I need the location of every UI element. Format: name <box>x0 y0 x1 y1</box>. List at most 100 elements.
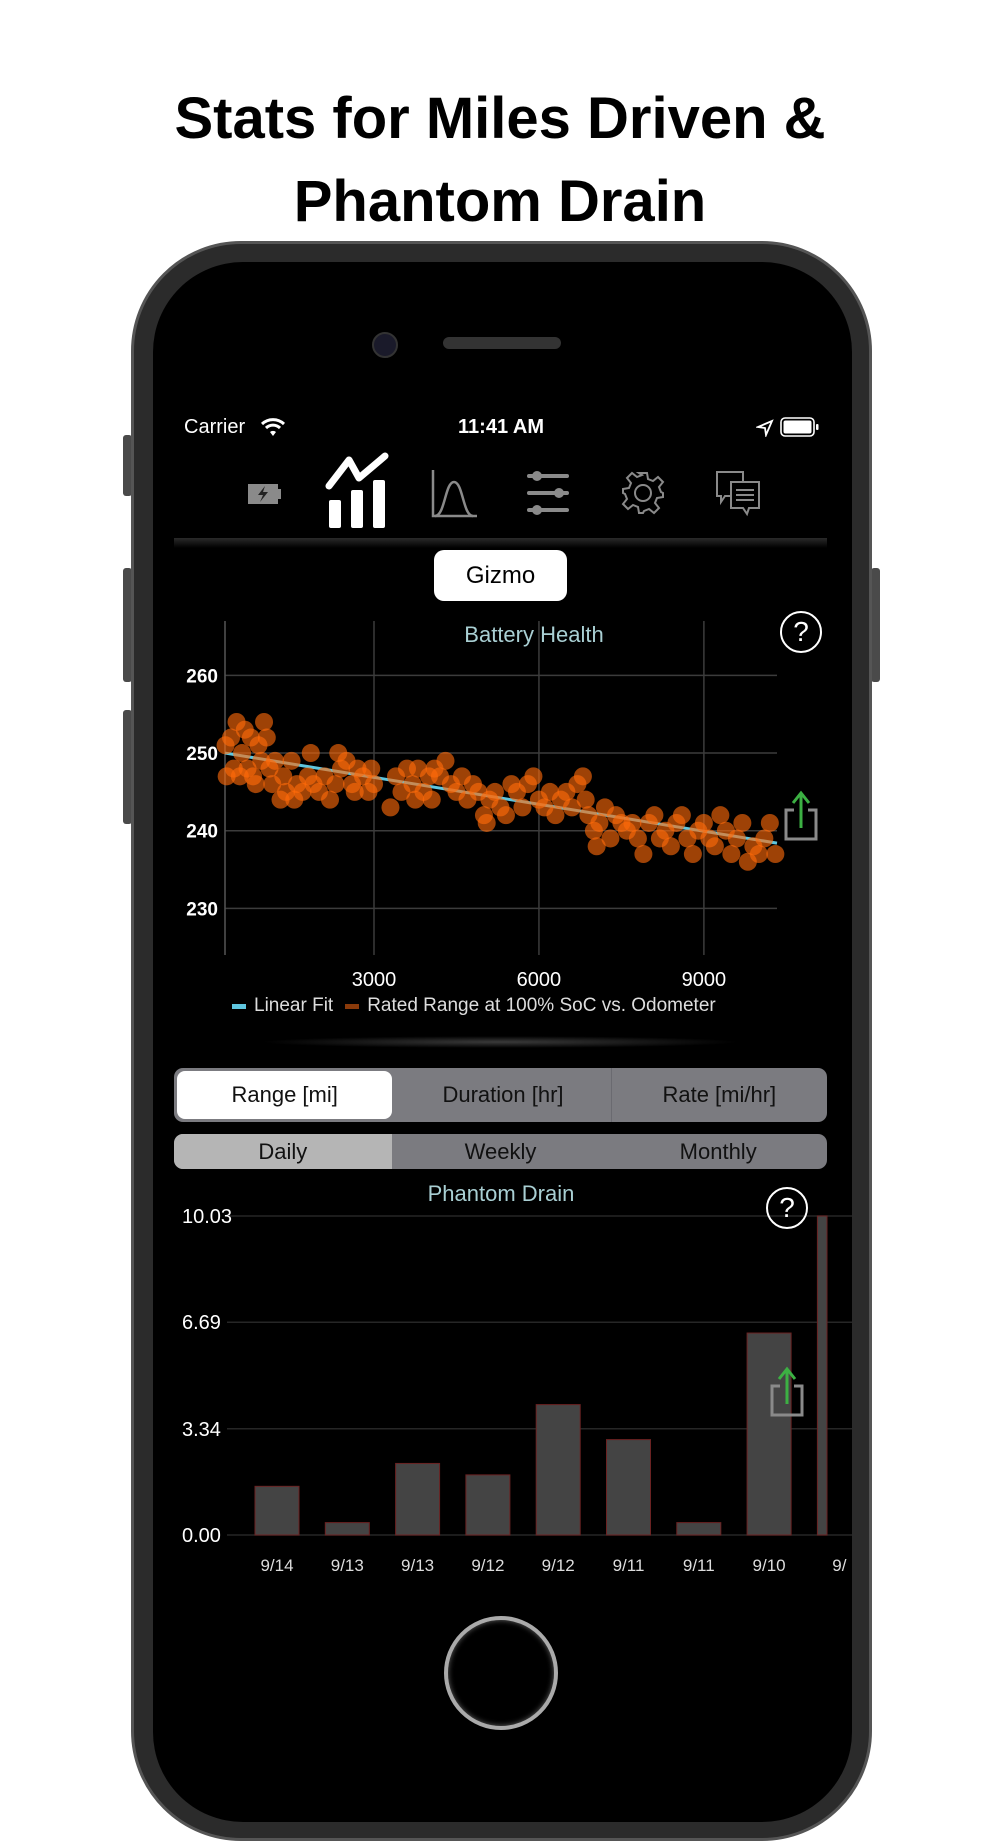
gear-icon[interactable] <box>608 462 678 524</box>
chat-bubbles-icon[interactable] <box>703 462 773 524</box>
scatter-point <box>733 813 752 832</box>
x-tick-label: 9/ <box>832 1556 846 1575</box>
scatter-point <box>766 845 785 864</box>
phantom-drain-share-button[interactable] <box>769 1366 805 1418</box>
scatter-point <box>345 782 364 801</box>
bar <box>254 1485 300 1536</box>
phantom-drain-title: Phantom Drain <box>427 1181 575 1206</box>
y-tick-label: 230 <box>186 899 218 920</box>
scatter-point <box>436 751 455 770</box>
y-tick-label: 3.34 <box>182 1419 221 1441</box>
legend-swatch-rated-range <box>345 1003 360 1009</box>
x-tick-label: 9/11 <box>613 1556 645 1575</box>
battery-icon <box>780 417 819 437</box>
scatter-point <box>321 790 340 809</box>
scatter-point <box>672 806 691 825</box>
scatter-point <box>705 837 724 856</box>
wifi-icon <box>260 418 286 436</box>
scatter-point <box>760 813 779 832</box>
segment-weekly[interactable]: Weekly <box>464 1138 537 1164</box>
x-tick-label: 9/13 <box>331 1556 364 1575</box>
sliders-icon[interactable] <box>513 462 583 524</box>
volume-down-button <box>123 710 132 824</box>
headline-line-2: Phantom Drain <box>293 169 707 234</box>
scatter-point <box>661 837 680 856</box>
scatter-point <box>477 813 496 832</box>
scatter-point <box>257 728 276 747</box>
scatter-point <box>255 712 274 731</box>
front-camera <box>372 332 398 358</box>
scatter-point <box>524 767 543 786</box>
scatter-point <box>573 767 592 786</box>
headline-line-1: Stats for Miles Driven & <box>174 86 826 151</box>
y-tick-label: 240 <box>186 822 218 843</box>
y-tick-label: 6.69 <box>182 1312 221 1334</box>
segment-rate[interactable]: Rate [mi/hr] <box>610 1068 827 1122</box>
scatter-point <box>513 798 532 817</box>
scatter-point <box>601 829 620 848</box>
scatter-point <box>266 751 285 770</box>
segment-monthly[interactable]: Monthly <box>679 1138 757 1164</box>
power-button <box>871 568 880 682</box>
scatter-point <box>546 806 565 825</box>
x-tick-label: 9/12 <box>542 1556 575 1575</box>
scatter-point <box>694 813 713 832</box>
x-tick-label: 9/10 <box>753 1556 786 1575</box>
battery-health-share-button[interactable] <box>783 790 819 842</box>
scatter-point <box>326 775 345 794</box>
scatter-point <box>362 759 381 778</box>
x-tick-label: 9/11 <box>683 1556 715 1575</box>
speaker-grille <box>443 337 561 349</box>
carrier-label: Carrier <box>184 416 246 438</box>
scatter-point <box>722 845 741 864</box>
scatter-point <box>628 829 647 848</box>
home-button[interactable] <box>444 1616 558 1730</box>
x-tick-label: 6000 <box>517 969 562 991</box>
battery-health-help-button[interactable]: ? <box>780 611 822 653</box>
y-tick-label: 0.00 <box>182 1525 221 1547</box>
phantom-drain-help-button[interactable]: ? <box>766 1187 808 1229</box>
clock: 11:41 AM <box>458 416 544 438</box>
x-tick-label: 9/13 <box>401 1556 434 1575</box>
metric-segmented-control[interactable]: Range [mi] Duration [hr] Rate [mi/hr] <box>174 1068 827 1122</box>
stats-chart-icon[interactable] <box>323 450 395 530</box>
y-tick-label: 10.03 <box>182 1206 232 1228</box>
vehicle-selector-button[interactable]: Gizmo <box>434 550 567 601</box>
x-tick-label: 9000 <box>682 969 727 991</box>
section-divider <box>260 1036 740 1048</box>
bar <box>606 1439 651 1536</box>
segment-duration[interactable]: Duration [hr] <box>442 1082 564 1107</box>
location-arrow-icon <box>756 419 774 437</box>
scatter-point <box>485 782 504 801</box>
scatter-point <box>645 806 664 825</box>
legend-label-linear-fit: Linear Fit <box>254 995 334 1016</box>
volume-up-button <box>123 568 132 682</box>
scatter-point <box>590 813 609 832</box>
distribution-curve-icon[interactable] <box>417 462 487 524</box>
scatter-point <box>587 837 606 856</box>
bar <box>676 1522 722 1536</box>
scatter-point <box>233 744 252 763</box>
segment-daily[interactable]: Daily <box>174 1134 392 1169</box>
scatter-point <box>749 845 768 864</box>
x-tick-label: 3000 <box>352 969 397 991</box>
scatter-point <box>422 790 441 809</box>
question-mark-icon: ? <box>793 616 809 647</box>
bar <box>324 1522 370 1536</box>
scatter-point <box>274 767 293 786</box>
question-mark-icon: ? <box>779 1192 795 1223</box>
bar <box>535 1404 581 1536</box>
scatter-point <box>381 798 400 817</box>
scatter-point <box>623 813 642 832</box>
legend-swatch-linear-fit <box>232 1003 246 1009</box>
mute-switch <box>123 435 132 496</box>
scatter-point <box>364 775 383 794</box>
y-tick-label: 250 <box>186 744 218 765</box>
bar <box>395 1462 441 1536</box>
segment-range[interactable]: Range [mi] <box>177 1071 393 1119</box>
battery-health-title: Battery Health <box>464 622 604 647</box>
battery-charging-icon[interactable] <box>229 462 299 524</box>
scatter-point <box>711 806 730 825</box>
bar <box>746 1332 792 1536</box>
period-segmented-control[interactable]: Daily Weekly Monthly <box>174 1134 827 1169</box>
